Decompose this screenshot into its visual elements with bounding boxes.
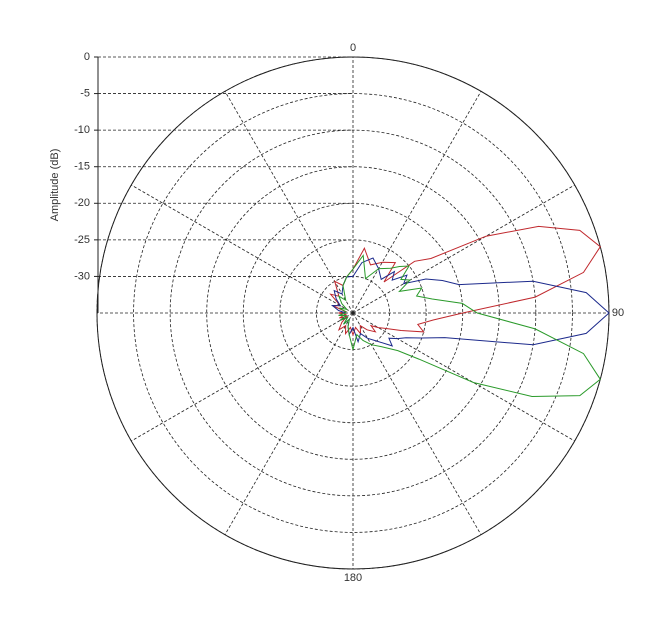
grid-ring xyxy=(133,93,573,533)
y-axis-label: Amplitude (dB) xyxy=(49,149,61,222)
pattern-line xyxy=(337,254,601,398)
spoke xyxy=(352,91,482,314)
y-tick-label: -5 xyxy=(80,87,90,99)
pattern-line xyxy=(329,225,601,337)
y-tick-label: -25 xyxy=(74,234,90,246)
y-tick-label: 0 xyxy=(84,51,90,63)
y-tick-label: -20 xyxy=(74,197,90,209)
theta-tick-label: 0 xyxy=(350,42,356,54)
spoke xyxy=(352,184,575,314)
y-tick-label: -30 xyxy=(74,270,90,282)
pattern-line xyxy=(330,257,610,347)
spoke xyxy=(224,312,354,535)
spoke xyxy=(131,184,354,314)
spoke xyxy=(131,312,354,442)
grid-ring xyxy=(279,239,427,387)
spoke xyxy=(224,91,354,314)
theta-tick-label: 180 xyxy=(344,572,362,584)
theta-tick-label: 90 xyxy=(612,307,624,319)
y-tick-label: -10 xyxy=(74,124,90,136)
spoke xyxy=(352,312,482,535)
spoke xyxy=(352,312,575,442)
y-tick-label: -15 xyxy=(74,161,90,173)
